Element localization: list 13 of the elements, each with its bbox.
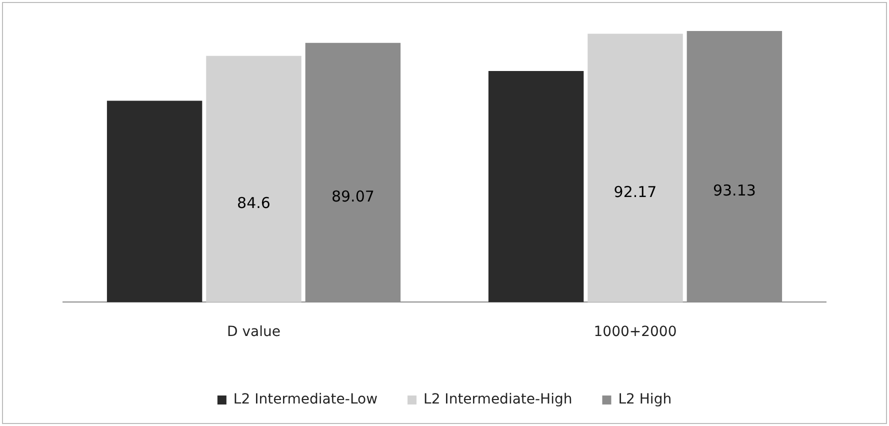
data-label: 93.13 [712, 181, 756, 200]
data-label: 84.6 [237, 194, 270, 212]
bar [588, 34, 683, 302]
bar [488, 70, 584, 302]
legend-label: L2 High [618, 392, 672, 408]
data-label: 92.17 [614, 182, 657, 201]
legend-label: L2 Intermediate-Low [233, 392, 378, 408]
legend-label: L2 Intermediate-High [424, 392, 572, 408]
x-tick-label: D value [227, 324, 280, 340]
x-tick-label: 1000+2000 [594, 324, 677, 340]
data-label: 89.07 [331, 187, 374, 206]
bar [106, 100, 202, 302]
bar [206, 56, 302, 302]
